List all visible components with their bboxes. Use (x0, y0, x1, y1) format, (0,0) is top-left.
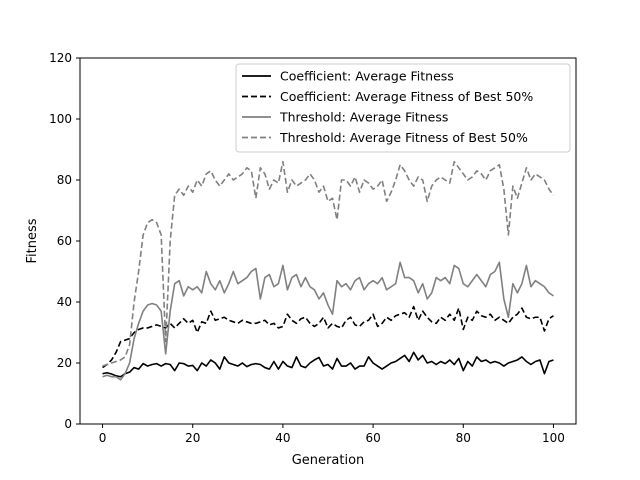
x-tick-label: 60 (365, 431, 380, 445)
legend-label-2: Coefficient: Average Fitness of Best 50% (280, 89, 533, 104)
x-tick-label: 20 (185, 431, 200, 445)
y-tick-label: 60 (57, 234, 72, 248)
legend: Coefficient: Average Fitness Coefficient:… (235, 63, 571, 153)
legend-label-3: Threshold: Average Fitness (279, 110, 448, 125)
y-tick-label: 100 (49, 112, 72, 126)
y-tick-label: 20 (57, 356, 72, 370)
y-tick-label: 80 (57, 173, 72, 187)
y-tick-label: 0 (64, 417, 72, 431)
series-line-4 (102, 160, 555, 367)
legend-box (235, 63, 571, 153)
x-axis-label: Generation (292, 453, 365, 468)
y-tick-label: 120 (49, 51, 72, 65)
x-tick-label: 40 (275, 431, 290, 445)
series-line-1 (102, 351, 554, 378)
legend-label-1: Coefficient: Average Fitness (280, 69, 454, 84)
x-tick-label: 100 (542, 431, 565, 445)
x-axis: 0 20 40 60 80 100 (99, 424, 565, 445)
y-tick-label: 40 (57, 295, 72, 309)
x-tick-label: 0 (99, 431, 107, 445)
y-axis-label: Fitness (25, 218, 40, 263)
series-line-3 (102, 261, 554, 381)
legend-items: Coefficient: Average Fitness Coefficient:… (242, 69, 533, 145)
series-line-2 (102, 305, 554, 369)
legend-label-4: Threshold: Average Fitness of Best 50% (279, 130, 528, 145)
y-axis: 0 20 40 60 80 100 120 (49, 51, 80, 431)
series-layer (102, 160, 555, 381)
x-tick-label: 80 (456, 431, 471, 445)
